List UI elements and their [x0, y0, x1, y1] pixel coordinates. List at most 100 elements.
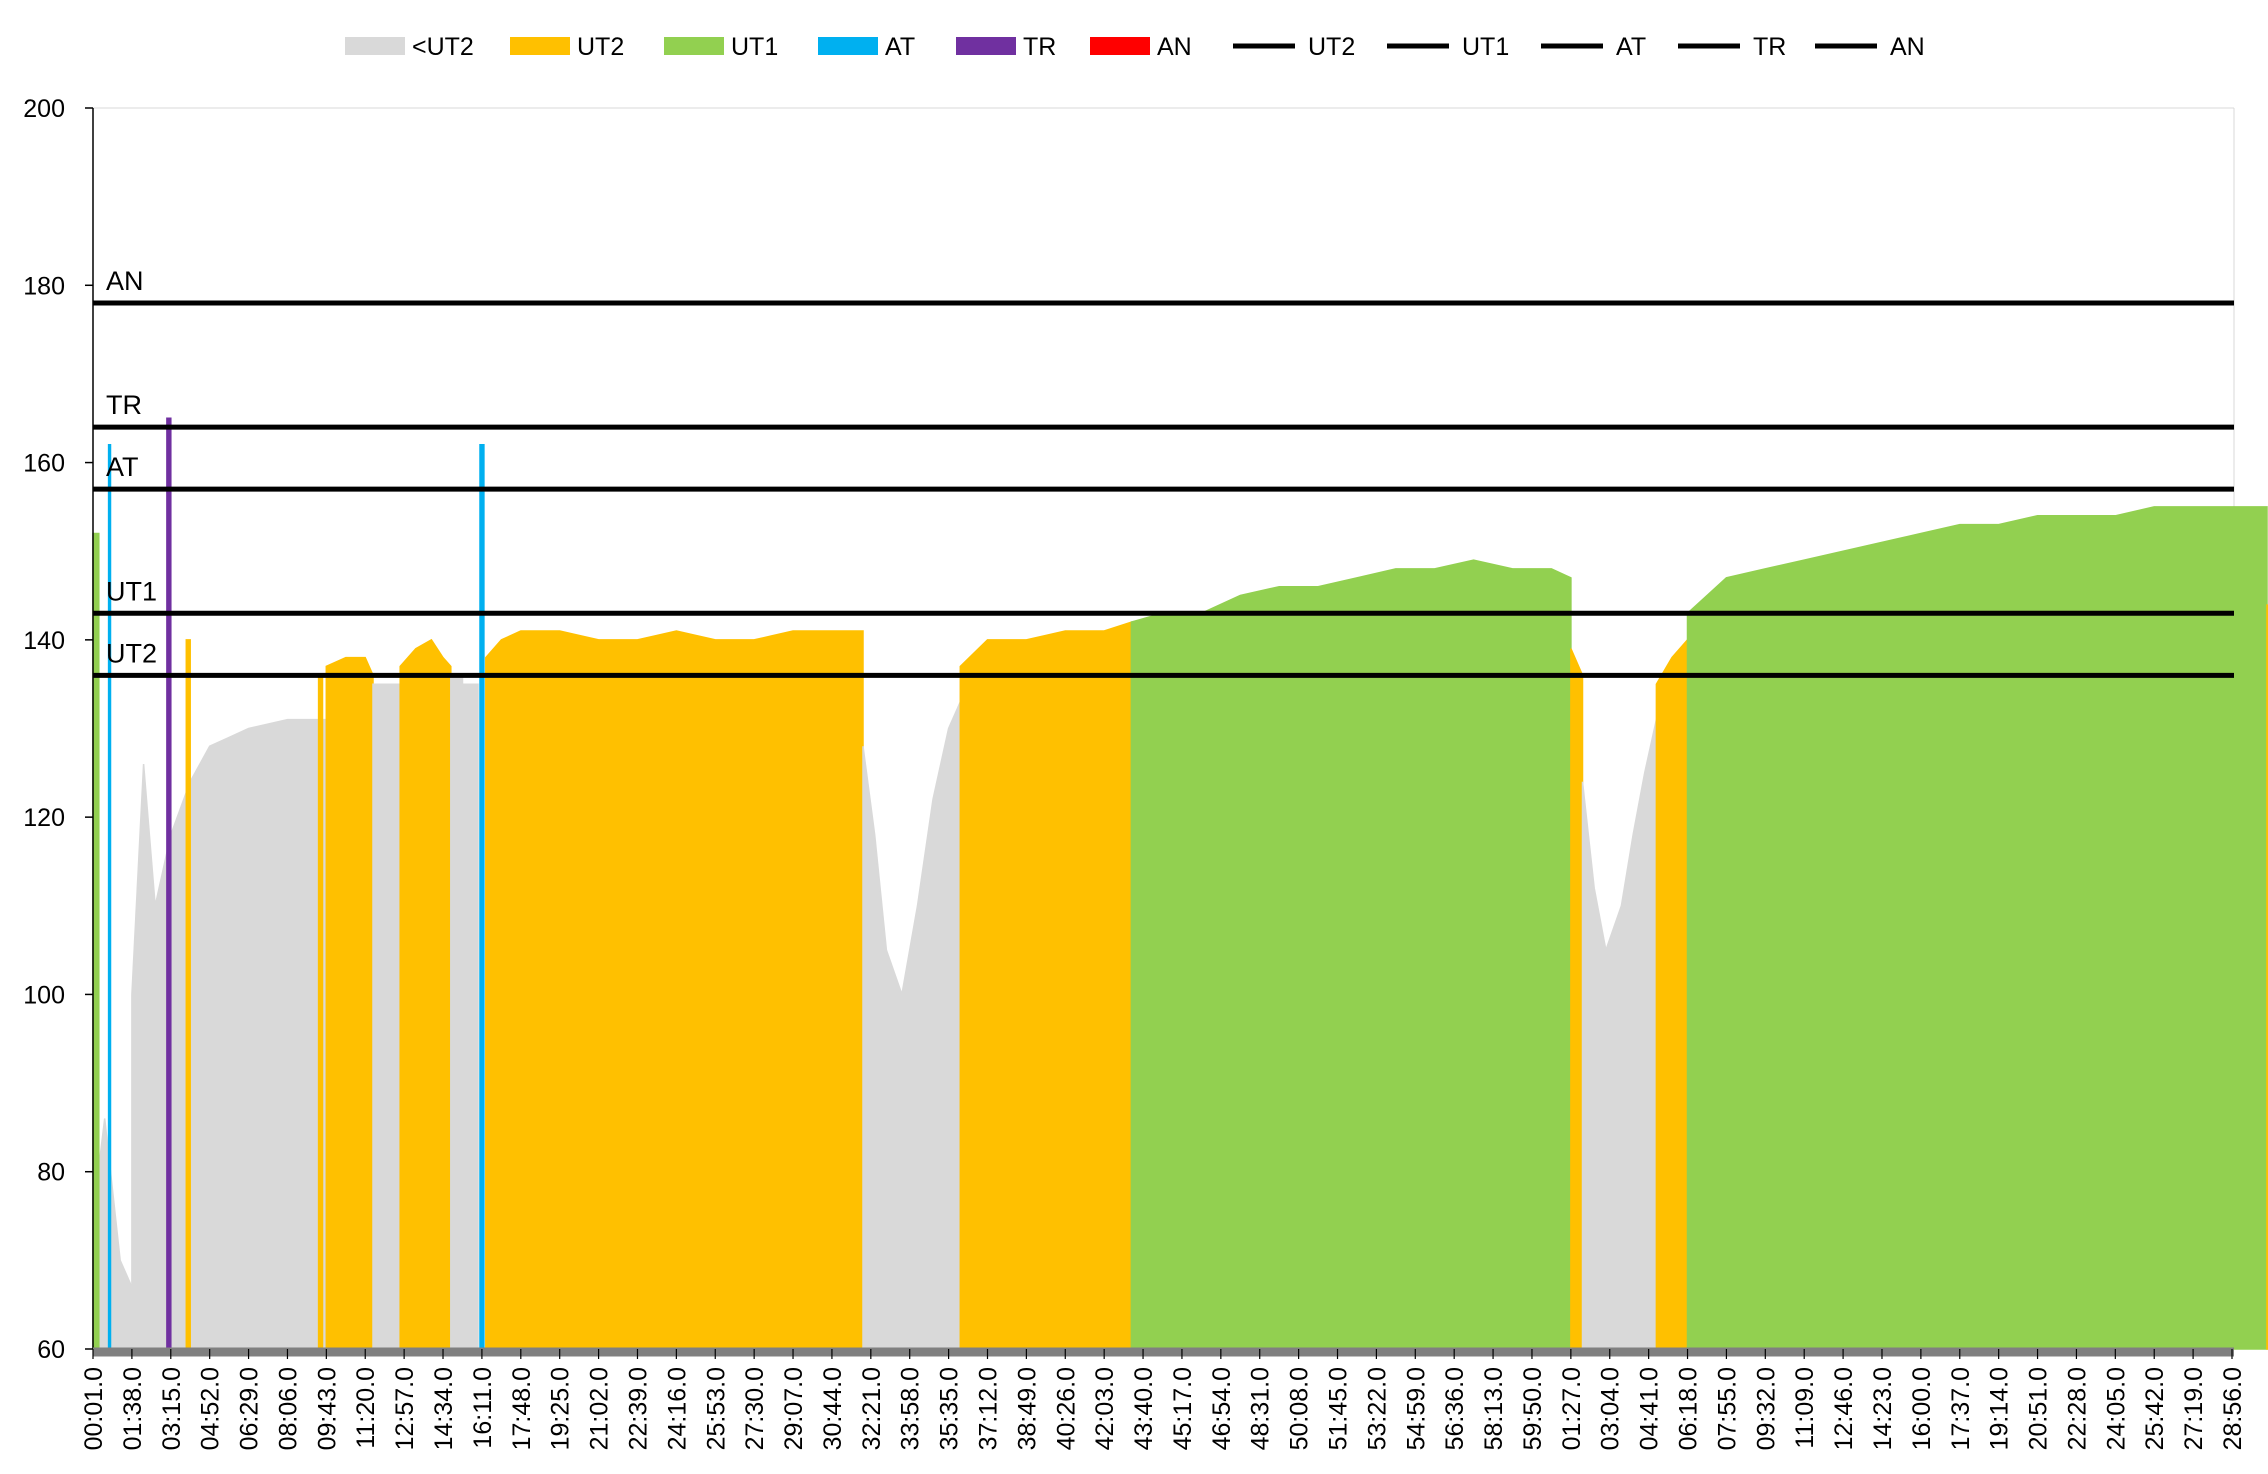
legend-line-label-0: UT2 [1308, 33, 1355, 61]
y-tick-label-120: 120 [23, 804, 65, 832]
x-tick-label-0: 00:01.0 [80, 1367, 108, 1450]
x-tick-label-4: 06:29.0 [236, 1367, 264, 1450]
x-tick-label-20: 32:21.0 [858, 1367, 886, 1450]
legend-label-3: AT [885, 33, 915, 61]
y-tick-label-200: 200 [23, 95, 65, 123]
x-axis-ticks: 00:01.0 01:38.0 03:15.0 04:52.0 06:29.0 08:06… [80, 1349, 2247, 1450]
x-tick-label-55: 28:56.0 [2219, 1367, 2247, 1450]
threshold-label-an: AN [106, 266, 144, 296]
x-tick-label-53: 25:42.0 [2141, 1367, 2169, 1450]
threshold-label-ut1: UT1 [106, 576, 157, 606]
x-tick-label-45: 12:46.0 [1830, 1367, 1858, 1450]
zone-segment-10 [450, 674, 464, 1350]
x-tick-label-44: 11:09.0 [1791, 1367, 1819, 1449]
x-tick-label-41: 06:18.0 [1675, 1367, 1703, 1450]
legend-swatch-5 [1090, 37, 1150, 55]
x-tick-label-52: 24:05.0 [2102, 1367, 2130, 1450]
x-tick-label-5: 08:06.0 [275, 1367, 303, 1450]
legend-line-label-3: TR [1753, 33, 1786, 61]
x-tick-label-23: 37:12.0 [975, 1367, 1003, 1450]
x-tick-label-1: 01:38.0 [119, 1367, 147, 1450]
legend-swatch-3 [818, 37, 878, 55]
threshold-label-ut2: UT2 [106, 638, 157, 668]
x-tick-label-38: 01:27.0 [1558, 1367, 1586, 1450]
x-tick-label-13: 21:02.0 [586, 1367, 614, 1450]
x-tick-label-27: 43:40.0 [1130, 1367, 1158, 1450]
x-tick-label-31: 50:08.0 [1286, 1367, 1314, 1450]
zone-segment-4 [166, 417, 172, 1350]
legend-label-4: TR [1023, 33, 1056, 61]
y-tick-label-160: 160 [23, 450, 65, 478]
zone-segment-16 [1570, 648, 1584, 1350]
x-tick-label-36: 58:13.0 [1480, 1367, 1508, 1450]
x-tick-label-42: 07:55.0 [1713, 1367, 1741, 1450]
x-tick-label-48: 17:37.0 [1947, 1367, 1975, 1450]
legend: <UT2 UT2 UT1 AT TR AN UT2 UT1 AT TR AN [345, 33, 1925, 61]
zone-segment-19 [1686, 506, 2268, 1350]
legend-line-label-2: AT [1616, 33, 1646, 61]
x-tick-label-54: 27:19.0 [2180, 1367, 2208, 1450]
x-tick-label-9: 14:34.0 [430, 1367, 458, 1450]
x-tick-label-19: 30:44.0 [819, 1367, 847, 1450]
legend-label-5: AN [1157, 33, 1192, 61]
x-tick-label-33: 53:22.0 [1363, 1367, 1391, 1450]
zone-segment-14 [959, 621, 1133, 1350]
x-tick-label-28: 45:17.0 [1169, 1367, 1197, 1450]
threshold-label-at: AT [106, 452, 139, 482]
legend-line-label-4: AN [1890, 33, 1925, 61]
threshold-lines: AN TR AT UT1 UT2 [93, 266, 2234, 678]
x-tick-label-6: 09:43.0 [313, 1367, 341, 1450]
x-tick-label-49: 19:14.0 [1986, 1367, 2014, 1450]
y-tick-label-100: 100 [23, 981, 65, 1009]
zone-segment-15 [1130, 559, 1572, 1350]
x-tick-label-34: 54:59.0 [1402, 1367, 1430, 1450]
legend-swatch-1 [510, 37, 570, 55]
y-tick-label-60: 60 [37, 1336, 65, 1364]
threshold-label-tr: TR [106, 390, 142, 420]
x-tick-label-47: 16:00.0 [1908, 1367, 1936, 1450]
zone-segment-1 [92, 532, 100, 1350]
x-tick-label-17: 27:30.0 [741, 1367, 769, 1450]
x-tick-label-12: 19:25.0 [547, 1367, 575, 1450]
zone-segment-6 [317, 674, 324, 1350]
x-tick-label-32: 51:45.0 [1325, 1367, 1353, 1450]
x-tick-label-3: 04:52.0 [197, 1367, 225, 1450]
zone-segment-12 [485, 630, 864, 1350]
zone-segment-13 [862, 701, 962, 1350]
y-axis-ticks: 60 80 100 120 140 160 180 200 [23, 95, 93, 1364]
legend-swatch-4 [956, 37, 1016, 55]
legend-swatch-0 [345, 37, 405, 55]
zone-segment-5 [185, 639, 191, 1350]
x-tick-label-35: 56:36.0 [1441, 1367, 1469, 1450]
x-tick-label-50: 20:51.0 [2025, 1367, 2053, 1450]
x-tick-label-2: 03:15.0 [158, 1367, 186, 1450]
x-tick-label-43: 09:32.0 [1752, 1367, 1780, 1450]
y-tick-label-140: 140 [23, 627, 65, 655]
x-tick-label-18: 29:07.0 [780, 1367, 808, 1450]
x-tick-label-22: 35:35.0 [936, 1367, 964, 1450]
x-tick-label-24: 38:49.0 [1013, 1367, 1041, 1450]
legend-label-0: <UT2 [412, 33, 474, 61]
x-tick-label-25: 40:26.0 [1052, 1367, 1080, 1450]
x-tick-label-26: 42:03.0 [1091, 1367, 1119, 1450]
legend-line-label-1: UT1 [1462, 33, 1509, 61]
x-tick-label-29: 46:54.0 [1208, 1367, 1236, 1450]
zone-areas [92, 417, 2268, 1350]
x-tick-label-11: 17:48.0 [508, 1367, 536, 1450]
legend-label-1: UT2 [577, 33, 624, 61]
x-tick-label-46: 14:23.0 [1869, 1367, 1897, 1450]
x-tick-label-51: 22:28.0 [2063, 1367, 2091, 1450]
zone-segment-18 [1655, 637, 1689, 1350]
legend-label-2: UT1 [731, 33, 778, 61]
x-tick-label-30: 48:31.0 [1247, 1367, 1275, 1450]
zone-segment-8 [372, 683, 401, 1350]
zone-segment-17 [1581, 719, 1658, 1350]
zone-segment-11 [479, 444, 485, 1350]
zone-segment-7 [325, 656, 374, 1350]
x-tick-label-15: 24:16.0 [663, 1367, 691, 1450]
x-tick-label-16: 25:53.0 [702, 1367, 730, 1450]
x-tick-label-39: 03:04.0 [1597, 1367, 1625, 1450]
legend-swatch-2 [664, 37, 724, 55]
